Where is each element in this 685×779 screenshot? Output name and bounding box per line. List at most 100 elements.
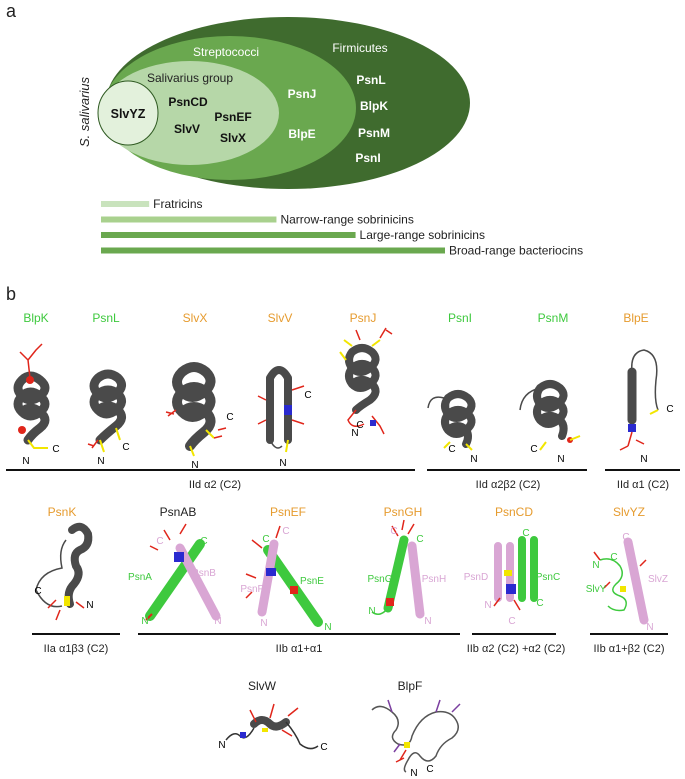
c-terminus: C bbox=[448, 444, 455, 455]
class-label: IIa α1β3 (C2) bbox=[44, 643, 109, 655]
chain-label: SlvY bbox=[586, 584, 607, 595]
peptide-name: PsnM bbox=[538, 311, 569, 325]
n-terminus: N bbox=[351, 428, 358, 439]
c-terminus: C bbox=[156, 536, 163, 547]
range-bars: Fratricins Narrow-range sobrinicinsLarge-… bbox=[101, 197, 583, 258]
firmicutes-member: PsnI bbox=[355, 151, 380, 165]
c-terminus: C bbox=[530, 444, 537, 455]
peptide-name: PsnK bbox=[48, 505, 77, 519]
c-terminus: C bbox=[304, 390, 311, 401]
range-bar bbox=[101, 216, 277, 223]
peptide-name: SlvV bbox=[268, 311, 293, 325]
salivarius-label: Salivarius group bbox=[147, 71, 233, 85]
c-terminus: C bbox=[200, 536, 207, 547]
structure-psngh bbox=[371, 519, 425, 619]
range-label: Narrow-range sobrinicins bbox=[280, 213, 413, 227]
chain-label: PsnA bbox=[128, 572, 152, 583]
structure-blpe bbox=[619, 349, 659, 451]
n-terminus: N bbox=[218, 740, 225, 751]
c-terminus: C bbox=[226, 412, 233, 423]
salivarius-member: SlvV bbox=[174, 122, 200, 136]
structure-psnl bbox=[87, 369, 126, 453]
range-bar bbox=[101, 247, 445, 254]
c-terminus: C bbox=[416, 534, 423, 545]
n-terminus: N bbox=[592, 560, 599, 571]
peptide-name: PsnGH bbox=[384, 505, 423, 519]
n-terminus: N bbox=[97, 456, 104, 467]
streptococci-label: Streptococci bbox=[193, 45, 259, 59]
salivarius-member: PsnEF bbox=[214, 110, 251, 124]
chain-label: PsnD bbox=[464, 572, 488, 583]
c-terminus: C bbox=[536, 598, 543, 609]
chain-label: PsnF bbox=[240, 584, 263, 595]
peptide-name: SlvX bbox=[183, 311, 208, 325]
n-terminus: N bbox=[557, 454, 564, 465]
c-terminus: C bbox=[320, 742, 327, 753]
chain-label: PsnE bbox=[300, 576, 324, 587]
n-terminus: N bbox=[324, 622, 331, 633]
c-terminus: C bbox=[34, 586, 41, 597]
n-terminus: N bbox=[470, 454, 477, 465]
streptococci-member: BlpE bbox=[288, 127, 315, 141]
c-terminus: C bbox=[390, 526, 397, 537]
n-terminus: N bbox=[640, 454, 647, 465]
firmicutes-label: Firmicutes bbox=[332, 41, 387, 55]
n-terminus: N bbox=[86, 600, 93, 611]
c-terminus: C bbox=[262, 534, 269, 545]
salivarius-member: PsnCD bbox=[168, 95, 208, 109]
n-terminus: N bbox=[424, 616, 431, 627]
c-terminus: C bbox=[282, 526, 289, 537]
c-terminus: C bbox=[522, 528, 529, 539]
peptide-name: BlpE bbox=[623, 311, 648, 325]
range-bar bbox=[101, 201, 150, 207]
structure-psnj bbox=[339, 327, 393, 435]
panel-b-label: b bbox=[6, 284, 16, 304]
streptococci-member: PsnJ bbox=[288, 87, 317, 101]
c-terminus: C bbox=[622, 532, 629, 543]
salivarius-member: SlvX bbox=[220, 131, 246, 145]
peptide-name: BlpK bbox=[23, 311, 48, 325]
c-terminus: C bbox=[666, 404, 673, 415]
peptide-name: PsnL bbox=[92, 311, 120, 325]
n-terminus: N bbox=[368, 606, 375, 617]
class-label: IIb α2 (C2) +α2 (C2) bbox=[467, 643, 566, 655]
class-label: IId α2β2 (C2) bbox=[476, 479, 541, 491]
chain-label: PsnG bbox=[367, 574, 392, 585]
c-terminus: C bbox=[52, 444, 59, 455]
n-terminus: N bbox=[214, 616, 221, 627]
structure-psnm bbox=[519, 380, 581, 451]
range-bar bbox=[101, 232, 356, 238]
species-label: S. salivarius bbox=[77, 76, 92, 147]
chain-label: PsnH bbox=[422, 574, 446, 585]
n-terminus: N bbox=[141, 616, 148, 627]
class-label: IId α2 (C2) bbox=[189, 479, 241, 491]
peptide-name: PsnCD bbox=[495, 505, 533, 519]
class-label: IIb α1+α1 bbox=[276, 643, 323, 655]
panel-a-label: a bbox=[6, 1, 17, 21]
n-terminus: N bbox=[279, 458, 286, 469]
range-label: Fratricins bbox=[153, 197, 202, 211]
chain-label: PsnC bbox=[536, 572, 560, 583]
structure-slvv bbox=[257, 366, 305, 453]
peptide-name: BlpF bbox=[398, 679, 423, 693]
c-terminus: C bbox=[426, 764, 433, 775]
firmicutes-member: PsnL bbox=[356, 73, 385, 87]
peptide-name: SlvYZ bbox=[613, 505, 645, 519]
c-terminus: C bbox=[122, 442, 129, 453]
chain-label: PsnB bbox=[192, 568, 216, 579]
structure-psni bbox=[427, 390, 476, 451]
peptide-name: PsnAB bbox=[160, 505, 197, 519]
structure-psnef bbox=[245, 525, 323, 627]
structure-blpk bbox=[13, 343, 50, 449]
structure-slvyz bbox=[593, 537, 649, 625]
c-terminus: C bbox=[356, 420, 363, 431]
structure-psncd bbox=[493, 536, 538, 611]
core-ellipse bbox=[97, 80, 159, 146]
n-terminus: N bbox=[260, 618, 267, 629]
peptide-name: PsnEF bbox=[270, 505, 306, 519]
range-label: Large-range sobrinicins bbox=[360, 228, 485, 242]
structure-psnk bbox=[35, 522, 93, 621]
n-terminus: N bbox=[410, 768, 417, 779]
class-label: IIb α1+β2 (C2) bbox=[593, 643, 664, 655]
